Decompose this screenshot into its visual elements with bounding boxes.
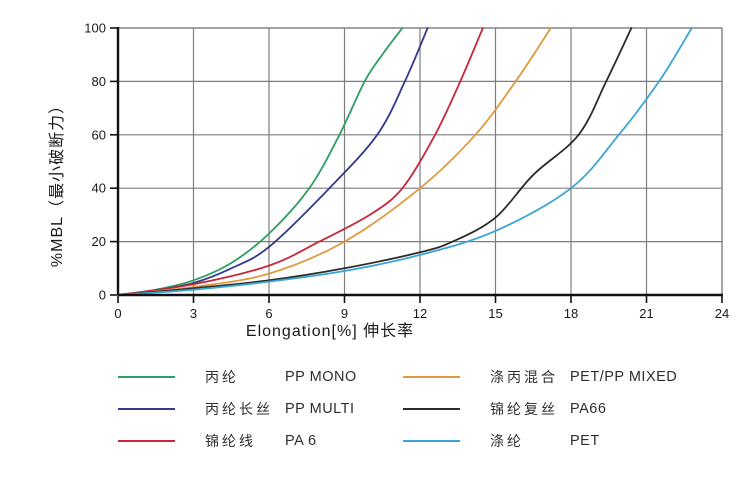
legend-column-left: 丙纶 PP MONO 丙纶长丝 PP MULTI 锦纶线 PA 6: [118, 366, 357, 462]
x-tick-label: 21: [639, 306, 653, 321]
legend-column-right: 涤丙混合 PET/PP MIXED 锦纶复丝 PA66 涤纶 PET: [403, 366, 677, 462]
series-curve-pet-pp-mixed: [117, 27, 552, 296]
legend-label-en: PET/PP MIXED: [570, 369, 678, 385]
legend-item-pp-multi: 丙纶长丝 PP MULTI: [118, 398, 357, 420]
axis-layer: [110, 27, 723, 303]
legend-label-cn: 锦纶复丝: [490, 401, 558, 417]
series-curve-pp-multi: [117, 27, 429, 296]
x-axis-title: Elongation[%] 伸长率: [246, 322, 414, 340]
legend-swatch-line: [118, 376, 175, 378]
y-tick-label: 0: [99, 288, 106, 303]
y-tick-label: 20: [92, 234, 106, 249]
legend-swatch-line: [118, 440, 175, 442]
y-tick-label: 40: [92, 181, 106, 196]
x-tick-label: 9: [341, 306, 348, 321]
legend-label-cn: 涤丙混合: [490, 369, 558, 385]
tick-label-layer: 0 3 6 9 12 15 18 21 24 0 20 40 60 80 100: [84, 21, 729, 322]
x-tick-label: 0: [114, 306, 121, 321]
x-tick-label: 12: [413, 306, 427, 321]
y-tick-label: 100: [84, 21, 106, 36]
series-curve-pa-6: [117, 27, 484, 296]
series-curve-pet: [117, 27, 693, 296]
legend-label-cn: 锦纶线: [205, 433, 256, 449]
legend-label-en: PP MONO: [285, 369, 357, 385]
legend-swatch-line: [403, 408, 460, 410]
curve-layer: [117, 27, 693, 296]
legend-label-cn: 丙纶长丝: [205, 401, 273, 417]
legend-item-pet: 涤纶 PET: [403, 430, 677, 452]
legend-label-cn: 丙纶: [205, 369, 239, 385]
x-tick-label: 24: [715, 306, 729, 321]
legend-swatch-line: [403, 440, 460, 442]
y-tick-label: 60: [92, 127, 106, 142]
x-tick-label: 15: [488, 306, 502, 321]
legend-label-cn: 涤纶: [490, 433, 524, 449]
y-axis-title: %MBL（最小破断力）: [48, 97, 66, 267]
legend: 丙纶 PP MONO 丙纶长丝 PP MULTI 锦纶线 PA 6 涤丙混合 PET/PP …: [0, 366, 752, 476]
legend-item-pet-pp-mixed: 涤丙混合 PET/PP MIXED: [403, 366, 677, 388]
legend-item-pa66: 锦纶复丝 PA66: [403, 398, 677, 420]
legend-swatch-line: [403, 376, 460, 378]
x-tick-label: 18: [564, 306, 578, 321]
series-curve-pp-mono: [117, 27, 404, 296]
legend-item-pp-mono: 丙纶 PP MONO: [118, 366, 357, 388]
x-tick-label: 6: [265, 306, 272, 321]
legend-item-pa-6: 锦纶线 PA 6: [118, 430, 357, 452]
legend-label-en: PET: [570, 433, 600, 449]
x-tick-label: 3: [190, 306, 197, 321]
series-curve-pa66: [117, 27, 633, 296]
plot-area: 0 3 6 9 12 15 18 21 24 0 20 40 60 80 100 Elongation[%]…: [48, 21, 729, 341]
legend-swatch-line: [118, 408, 175, 410]
legend-label-en: PA66: [570, 401, 607, 417]
legend-label-en: PA 6: [285, 433, 317, 449]
legend-label-en: PP MULTI: [285, 401, 355, 417]
y-tick-label: 80: [92, 74, 106, 89]
